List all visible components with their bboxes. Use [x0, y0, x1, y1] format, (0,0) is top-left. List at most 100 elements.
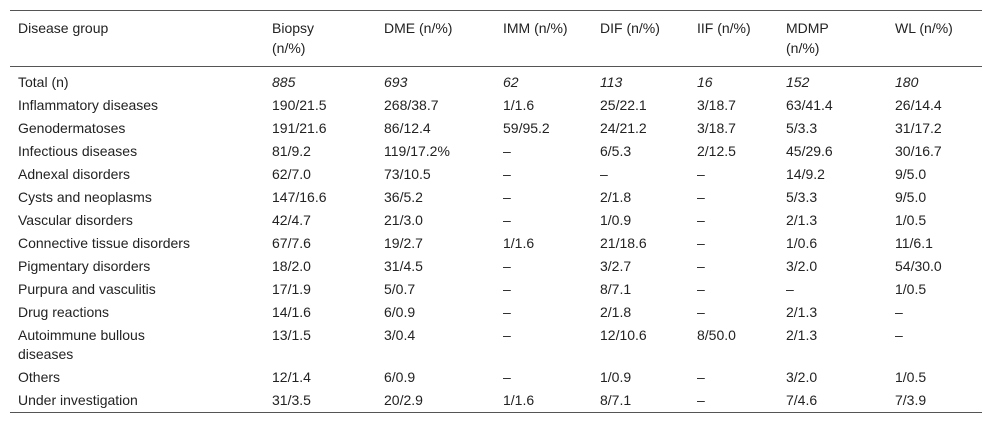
- cell-text: 1/1.6: [503, 97, 535, 113]
- table-cell: –: [887, 324, 982, 366]
- table-cell: 24/21.2: [592, 117, 689, 140]
- header-text: IIF (n/%): [697, 20, 751, 36]
- table-cell: 1/1.6: [495, 94, 592, 117]
- table-cell: 62/7.0: [264, 163, 376, 186]
- table-cell: 21/3.0: [376, 209, 495, 232]
- cell-text: –: [503, 304, 511, 320]
- table-cell: 3/2.0: [778, 366, 887, 389]
- table-row: Total (n) 885 693 62 113 16 152 180: [10, 67, 982, 95]
- cell-text: 63/41.4: [786, 97, 833, 113]
- cell-text: –: [600, 166, 608, 182]
- cell-text: 12/10.6: [600, 327, 647, 343]
- table-row: Inflammatory diseases 190/21.5 268/38.7 1/1…: [10, 94, 982, 117]
- table-cell: –: [689, 255, 778, 278]
- cell-text: 1/0.5: [895, 281, 927, 297]
- cell-text: 3/18.7: [697, 120, 736, 136]
- cell-text: Inflammatory diseases: [18, 97, 159, 113]
- cell-text: 2/1.3: [786, 212, 818, 228]
- table-cell: 1/0.6: [778, 232, 887, 255]
- table-cell: 3/2.7: [592, 255, 689, 278]
- cell-text: 7/4.6: [786, 392, 818, 408]
- table-cell: –: [887, 301, 982, 324]
- header-text: Biopsy (n/%): [272, 20, 315, 56]
- cell-text: –: [786, 281, 794, 297]
- cell-text: 9/5.0: [895, 166, 927, 182]
- cell-text: 20/2.9: [384, 392, 423, 408]
- table-cell: –: [495, 186, 592, 209]
- cell-text: 81/9.2: [272, 143, 311, 159]
- table-cell: 147/16.6: [264, 186, 376, 209]
- cell-text: 2/1.3: [786, 304, 818, 320]
- table-cell: 2/1.3: [778, 301, 887, 324]
- cell-text: Purpura and vasculitis: [18, 281, 156, 297]
- table-row: Infectious diseases 81/9.2 119/17.2% – 6/5.3…: [10, 140, 982, 163]
- table-header: Disease group Biopsy (n/%) DME (n/%) IMM (n…: [10, 10, 982, 67]
- table-cell: 11/6.1: [887, 232, 982, 255]
- cell-text: –: [697, 166, 705, 182]
- table-cell: 6/5.3: [592, 140, 689, 163]
- table-cell: 180: [887, 67, 982, 95]
- cell-text: 693: [384, 74, 408, 90]
- table-cell: –: [495, 278, 592, 301]
- table-row: Drug reactions 14/1.6 6/0.9 – 2/1.8 – 2/1.3 –: [10, 301, 982, 324]
- cell-text: 1/0.5: [895, 369, 927, 385]
- table-row: Genodermatoses 191/21.6 86/12.4 59/95.2 24/2…: [10, 117, 982, 140]
- table-cell: 31/3.5: [264, 389, 376, 413]
- table-cell: Cysts and neoplasms: [10, 186, 264, 209]
- table-cell: 12/1.4: [264, 366, 376, 389]
- cell-text: 25/22.1: [600, 97, 647, 113]
- cell-text: 31/4.5: [384, 258, 423, 274]
- header-text: MDMP (n/%): [786, 20, 829, 56]
- cell-text: Total (n): [18, 74, 69, 90]
- table-cell: 20/2.9: [376, 389, 495, 413]
- cell-text: 1/0.9: [600, 369, 632, 385]
- cell-text: 1/0.5: [895, 212, 927, 228]
- table-cell: 17/1.9: [264, 278, 376, 301]
- table-cell: Adnexal disorders: [10, 163, 264, 186]
- table-cell: 1/0.5: [887, 366, 982, 389]
- table-cell: Autoimmune bullous diseases: [10, 324, 264, 366]
- table-cell: 693: [376, 67, 495, 95]
- table-cell: 2/1.3: [778, 324, 887, 366]
- table-cell: –: [689, 232, 778, 255]
- cell-text: 6/0.9: [384, 369, 416, 385]
- table-body: Total (n) 885 693 62 113 16 152 180 Inflammatory…: [10, 67, 982, 413]
- cell-text: 147/16.6: [272, 189, 327, 205]
- table-cell: 1/0.9: [592, 209, 689, 232]
- table-cell: 1/0.5: [887, 278, 982, 301]
- header-cell: DME (n/%): [376, 11, 495, 67]
- table-cell: 8/7.1: [592, 389, 689, 413]
- table-cell: –: [689, 209, 778, 232]
- table-cell: Connective tissue disorders: [10, 232, 264, 255]
- cell-text: 1/0.9: [600, 212, 632, 228]
- cell-text: –: [697, 281, 705, 297]
- table-cell: –: [495, 324, 592, 366]
- table-cell: 26/14.4: [887, 94, 982, 117]
- cell-text: 24/21.2: [600, 120, 647, 136]
- cell-text: 9/5.0: [895, 189, 927, 205]
- cell-text: 21/3.0: [384, 212, 423, 228]
- table-cell: –: [689, 389, 778, 413]
- table-cell: –: [495, 301, 592, 324]
- header-cell: MDMP (n/%): [778, 11, 887, 67]
- table-cell: 2/1.8: [592, 186, 689, 209]
- table-cell: 191/21.6: [264, 117, 376, 140]
- cell-text: 30/16.7: [895, 143, 942, 159]
- table-cell: 2/12.5: [689, 140, 778, 163]
- table-cell: –: [689, 163, 778, 186]
- table-cell: Under investigation: [10, 389, 264, 413]
- cell-text: 62: [503, 74, 519, 90]
- cell-text: 6/5.3: [600, 143, 632, 159]
- header-text: IMM (n/%): [503, 20, 568, 36]
- table-cell: 14/9.2: [778, 163, 887, 186]
- table-cell: –: [495, 366, 592, 389]
- cell-text: 18/2.0: [272, 258, 311, 274]
- cell-text: 119/17.2%: [384, 143, 450, 159]
- table-cell: 1/0.9: [592, 366, 689, 389]
- cell-text: 14/9.2: [786, 166, 825, 182]
- cell-text: 86/12.4: [384, 120, 431, 136]
- cell-text: 6/0.9: [384, 304, 416, 320]
- table-row: Cysts and neoplasms 147/16.6 36/5.2 – 2/1.8 –…: [10, 186, 982, 209]
- cell-text: –: [503, 166, 511, 182]
- cell-text: 67/7.6: [272, 235, 311, 251]
